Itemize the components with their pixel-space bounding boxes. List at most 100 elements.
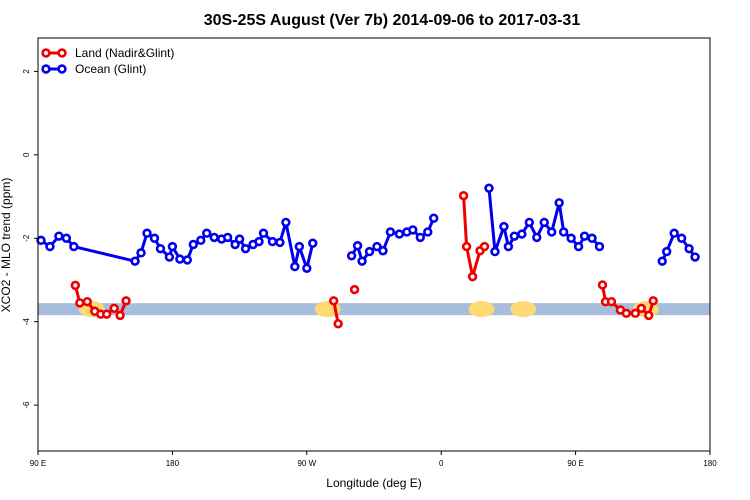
y-tick-label: 2 (22, 69, 31, 74)
y-tick-label: -2 (22, 234, 31, 242)
series-1-point (579, 231, 590, 241)
y-axis: 2 0 -2 -4 -6 (22, 69, 38, 409)
series-1-point (364, 246, 375, 257)
series-1-point (547, 227, 557, 237)
series-1-point (209, 232, 219, 243)
series-1-point (661, 246, 672, 257)
series-0-point (621, 308, 632, 319)
series-1-point (532, 232, 542, 243)
series-1-point (573, 241, 584, 252)
plot-area (36, 183, 710, 329)
series-1-point (36, 235, 46, 246)
plot-frame (37, 37, 711, 452)
land-band (38, 303, 710, 316)
series-0-point (636, 303, 647, 314)
series-1-point (142, 228, 152, 238)
y-tick-label: -6 (22, 401, 31, 409)
series-1-point (281, 217, 291, 228)
series-1-point (429, 213, 439, 223)
series-1-point (566, 233, 576, 243)
series-1-point (167, 241, 178, 252)
x-tick-label: 90 E (567, 459, 583, 468)
series-1-point (517, 229, 527, 239)
series-1-point (308, 238, 318, 248)
series-0-point (458, 190, 469, 201)
series-0-point (121, 296, 131, 306)
series-0-point (333, 319, 343, 329)
series-1-point (175, 254, 185, 264)
series-1-point (490, 246, 500, 257)
series-1-point (54, 231, 64, 241)
series-1-point (234, 234, 245, 244)
series-1-point (136, 248, 146, 258)
x-tick-label: 0 (439, 459, 444, 468)
legend-marker (57, 64, 67, 74)
series-1-point (558, 227, 569, 237)
series-0-point (461, 241, 472, 252)
series-0-point (349, 284, 360, 295)
series-1-point (499, 221, 509, 232)
series-1-point (587, 233, 597, 243)
series-1-point (378, 246, 388, 256)
series-1-point (155, 243, 166, 254)
series-0-point (467, 271, 478, 282)
series-0-point (75, 298, 85, 308)
series-1-point (676, 233, 687, 243)
y-tick-label: 0 (22, 152, 31, 157)
chart-title: 30S-25S August (Ver 7b) 2014-09-06 to 20… (204, 12, 581, 29)
series-1-point (357, 256, 367, 266)
series-1-point (372, 241, 382, 252)
series-0-point (109, 303, 119, 314)
legend-marker (41, 48, 51, 58)
series-1-point (385, 227, 396, 237)
land-blob (510, 301, 537, 318)
series-1-point (290, 261, 300, 272)
series-1-point (302, 263, 312, 273)
series-1-point (346, 251, 357, 261)
series-1-point (669, 228, 679, 238)
series-1-point (222, 232, 233, 243)
series-1-point (69, 241, 79, 252)
series-1-point (423, 227, 433, 237)
series-0-point (82, 296, 92, 307)
series-1-point (690, 252, 700, 262)
series-1-point (275, 237, 285, 248)
series-1-point (61, 233, 72, 243)
series-1-point (254, 236, 264, 247)
series-1-point (267, 236, 278, 247)
series-1-point (524, 217, 535, 228)
land-blob (468, 301, 495, 318)
series-1-point (188, 239, 199, 250)
series-0-point (115, 310, 125, 321)
series-1-point (408, 225, 418, 235)
series-0-point (606, 296, 617, 307)
series-0-point (644, 310, 654, 321)
series-0-point (630, 308, 641, 319)
series-0-point (70, 280, 81, 291)
series-1-point (130, 256, 140, 266)
x-axis: 90 E 180 90 W 0 90 E 180 (30, 451, 717, 468)
series-1-point (45, 241, 55, 252)
series-1-point (509, 231, 520, 241)
series-1-point (202, 228, 212, 238)
series-1-point (484, 183, 494, 193)
series-0-line (462, 195, 486, 279)
series-1-point (258, 228, 269, 238)
series-1-point (415, 232, 425, 243)
y-axis-label: XCO2 - MLO trend (ppm) (0, 178, 13, 313)
series-0-point (328, 296, 339, 306)
legend-label: Land (Nadir&Glint) (75, 46, 174, 60)
series-1-point (196, 235, 206, 246)
y-tick-label: -4 (22, 318, 31, 326)
legend-label: Ocean (Glint) (75, 62, 146, 76)
series-1-point (554, 198, 564, 208)
series-1-point (182, 255, 193, 265)
legend-marker (41, 64, 51, 74)
x-tick-label: 90 W (297, 459, 316, 468)
x-tick-label: 90 E (30, 459, 46, 468)
x-tick-label: 180 (703, 459, 717, 468)
series-0-point (479, 241, 490, 252)
series-0-point (648, 296, 658, 306)
x-axis-label: Longitude (deg E) (326, 476, 421, 490)
